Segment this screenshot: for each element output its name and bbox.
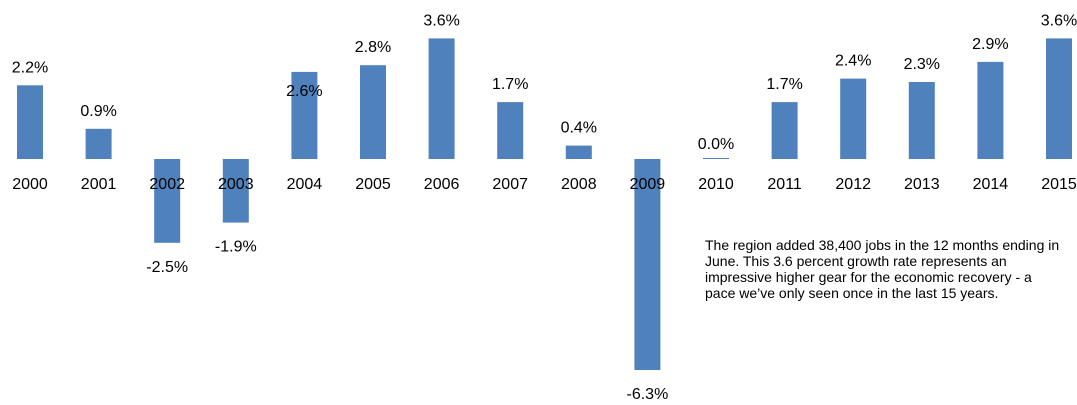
- x-tick-label: 2003: [218, 176, 254, 193]
- x-tick-label: 2009: [630, 176, 666, 193]
- data-label: 2.8%: [355, 39, 391, 56]
- x-tick-label: 2006: [424, 176, 460, 193]
- bar-2000: [17, 85, 43, 159]
- bar-2010: [703, 158, 729, 159]
- bar-2004: [291, 71, 318, 159]
- data-label: 0.4%: [561, 120, 597, 137]
- data-label: -2.5%: [146, 259, 188, 276]
- bar-2012: [840, 78, 867, 159]
- data-label: 2.3%: [904, 56, 940, 73]
- data-label: 1.7%: [766, 76, 802, 93]
- data-label: -1.9%: [215, 239, 257, 256]
- x-tick-label: 2012: [835, 176, 871, 193]
- x-tick-label: 2008: [561, 176, 597, 193]
- x-tick-label: 2004: [287, 176, 323, 193]
- x-tick-label: 2007: [492, 176, 528, 193]
- data-label: 2.4%: [835, 53, 871, 70]
- bar-2011: [771, 102, 798, 159]
- bar-2013: [908, 82, 935, 159]
- bar-2003: [222, 159, 249, 223]
- x-tick-label: 2000: [12, 176, 48, 193]
- data-label: 1.7%: [492, 76, 528, 93]
- bar-2007: [497, 102, 524, 159]
- bar-2015: [1046, 38, 1072, 159]
- x-tick-label: 2010: [698, 176, 734, 193]
- chart-annotation: The region added 38,400 jobs in the 12 m…: [705, 237, 1060, 301]
- data-label: -6.3%: [627, 386, 669, 403]
- bar-2009: [634, 159, 661, 370]
- x-tick-label: 2013: [904, 176, 940, 193]
- data-label: 3.6%: [1041, 12, 1077, 29]
- x-tick-label: 2014: [973, 176, 1009, 193]
- data-label: 2.2%: [12, 59, 48, 76]
- bar-2002: [154, 159, 181, 243]
- bar-2001: [85, 128, 112, 159]
- x-tick-label: 2011: [767, 176, 802, 193]
- data-label: 3.6%: [423, 12, 459, 29]
- data-label: 2.6%: [286, 83, 322, 100]
- x-tick-label: 2002: [149, 176, 185, 193]
- bar-2006: [428, 38, 455, 159]
- x-tick-label: 2015: [1041, 176, 1077, 193]
- bar-2008: [565, 145, 592, 159]
- data-label: 0.0%: [698, 136, 734, 153]
- x-tick-label: 2005: [355, 176, 391, 193]
- x-tick-label: 2001: [81, 176, 117, 193]
- data-label: 0.9%: [80, 103, 116, 120]
- bar-2005: [360, 65, 386, 159]
- data-label: 2.9%: [972, 36, 1008, 53]
- bar-2014: [977, 61, 1004, 159]
